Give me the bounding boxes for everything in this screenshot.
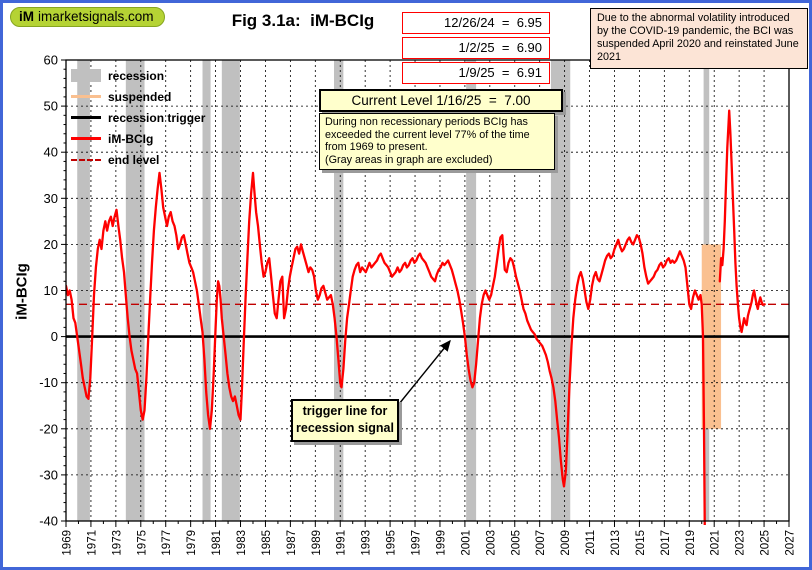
svg-text:2013: 2013 bbox=[610, 530, 622, 556]
note-line: exceeded the current level 77% of the ti… bbox=[325, 128, 530, 141]
svg-text:1969: 1969 bbox=[62, 530, 74, 556]
svg-text:10: 10 bbox=[44, 283, 58, 298]
legend-label: iM-BCIg bbox=[108, 131, 154, 146]
svg-text:2019: 2019 bbox=[685, 530, 697, 556]
legend-label: recession trigger bbox=[108, 110, 206, 125]
svg-text:2009: 2009 bbox=[560, 530, 572, 556]
svg-text:2021: 2021 bbox=[710, 530, 722, 556]
svg-text:1977: 1977 bbox=[161, 530, 173, 556]
svg-text:1993: 1993 bbox=[361, 530, 373, 556]
logo-text: imarketsignals.com bbox=[38, 9, 154, 24]
y-axis: -40 -30 -20 -10 0 10 20 30 40 50 60 bbox=[39, 53, 66, 529]
covid-suspension-note: Due to the abnormal volatility introduce… bbox=[590, 8, 808, 69]
svg-text:1979: 1979 bbox=[186, 530, 198, 556]
bcig-swatch bbox=[71, 137, 101, 140]
svg-text:-40: -40 bbox=[39, 514, 58, 529]
svg-text:1981: 1981 bbox=[211, 530, 223, 556]
x-axis: 1969 1971 1973 1975 1977 1979 1981 1983 1985 1987… bbox=[62, 521, 797, 556]
svg-text:1995: 1995 bbox=[386, 530, 398, 556]
legend-label: end level bbox=[108, 152, 160, 167]
legend-label: recession bbox=[108, 68, 165, 83]
svg-text:2011: 2011 bbox=[585, 530, 597, 555]
svg-text:2017: 2017 bbox=[660, 530, 672, 556]
legend-label: suspended bbox=[108, 89, 172, 104]
note-line: from 1969 to present. bbox=[325, 141, 428, 153]
legend-item-recession: recession bbox=[71, 65, 205, 86]
legend-item-bcig: iM-BCIg bbox=[71, 128, 205, 149]
imarketsignals-logo[interactable]: iM imarketsignals.com bbox=[10, 7, 165, 27]
legend-item-recession-trigger: recession trigger bbox=[71, 107, 205, 128]
note-line: (Gray areas in graph are excluded) bbox=[325, 153, 493, 166]
svg-text:30: 30 bbox=[44, 191, 58, 206]
y-axis-title: iM-BCIg bbox=[13, 263, 31, 320]
note-line: During non recessionary periods BCIg has bbox=[325, 116, 528, 128]
svg-text:1987: 1987 bbox=[286, 530, 298, 556]
end-level-swatch bbox=[71, 158, 101, 161]
svg-text:2003: 2003 bbox=[485, 530, 497, 556]
svg-text:1973: 1973 bbox=[111, 530, 123, 556]
svg-text:2007: 2007 bbox=[535, 530, 547, 556]
trigger-callout: trigger line for recession signal bbox=[291, 399, 399, 442]
legend-item-suspended: suspended bbox=[71, 86, 205, 107]
svg-text:2023: 2023 bbox=[735, 530, 747, 556]
bcig-chart: 1969 1971 1973 1975 1977 1979 1981 1983 1985 1987… bbox=[39, 53, 797, 556]
svg-text:0: 0 bbox=[51, 329, 58, 344]
callout-arrow bbox=[398, 339, 451, 405]
bcig-line bbox=[66, 109, 766, 525]
trigger-swatch bbox=[71, 116, 101, 119]
svg-text:1975: 1975 bbox=[136, 530, 148, 556]
recession-swatch bbox=[71, 69, 101, 82]
svg-text:-10: -10 bbox=[39, 375, 58, 390]
callout-line: recession signal bbox=[296, 421, 394, 435]
svg-text:60: 60 bbox=[44, 53, 58, 68]
svg-text:1971: 1971 bbox=[86, 530, 98, 556]
svg-text:2015: 2015 bbox=[635, 530, 647, 556]
table-row: 1/2/25 = 6.90 bbox=[402, 37, 550, 59]
svg-text:2025: 2025 bbox=[760, 530, 772, 556]
callout-line: trigger line for bbox=[302, 404, 388, 418]
table-row: 1/9/25 = 6.91 bbox=[402, 62, 550, 84]
svg-text:2027: 2027 bbox=[785, 530, 797, 556]
page-title: Fig 3.1a: iM-BCIg bbox=[231, 11, 375, 30]
svg-text:1991: 1991 bbox=[336, 530, 348, 556]
svg-text:1999: 1999 bbox=[435, 530, 447, 556]
svg-text:-20: -20 bbox=[39, 421, 58, 436]
table-row: 12/26/24 = 6.95 bbox=[402, 12, 550, 34]
svg-text:20: 20 bbox=[44, 237, 58, 252]
percentile-note: During non recessionary periods BCIg has… bbox=[319, 113, 555, 170]
svg-text:1985: 1985 bbox=[261, 530, 273, 556]
legend-item-end-level: end level bbox=[71, 149, 205, 170]
svg-text:2001: 2001 bbox=[460, 530, 472, 556]
current-level-box: Current Level 1/16/25 = 7.00 bbox=[319, 89, 563, 112]
chart-legend: recession suspended recession trigger iM… bbox=[71, 65, 205, 170]
svg-text:2005: 2005 bbox=[510, 530, 522, 556]
svg-text:-30: -30 bbox=[39, 467, 58, 482]
suspended-swatch bbox=[71, 95, 101, 98]
recent-values-table: 12/26/24 = 6.95 1/2/25 = 6.90 1/9/25 = 6… bbox=[402, 12, 550, 87]
svg-text:50: 50 bbox=[44, 99, 58, 114]
svg-text:40: 40 bbox=[44, 145, 58, 160]
logo-mark: iM bbox=[19, 9, 34, 24]
svg-text:1983: 1983 bbox=[236, 530, 248, 556]
svg-text:1997: 1997 bbox=[411, 530, 423, 556]
svg-text:1989: 1989 bbox=[311, 530, 323, 556]
